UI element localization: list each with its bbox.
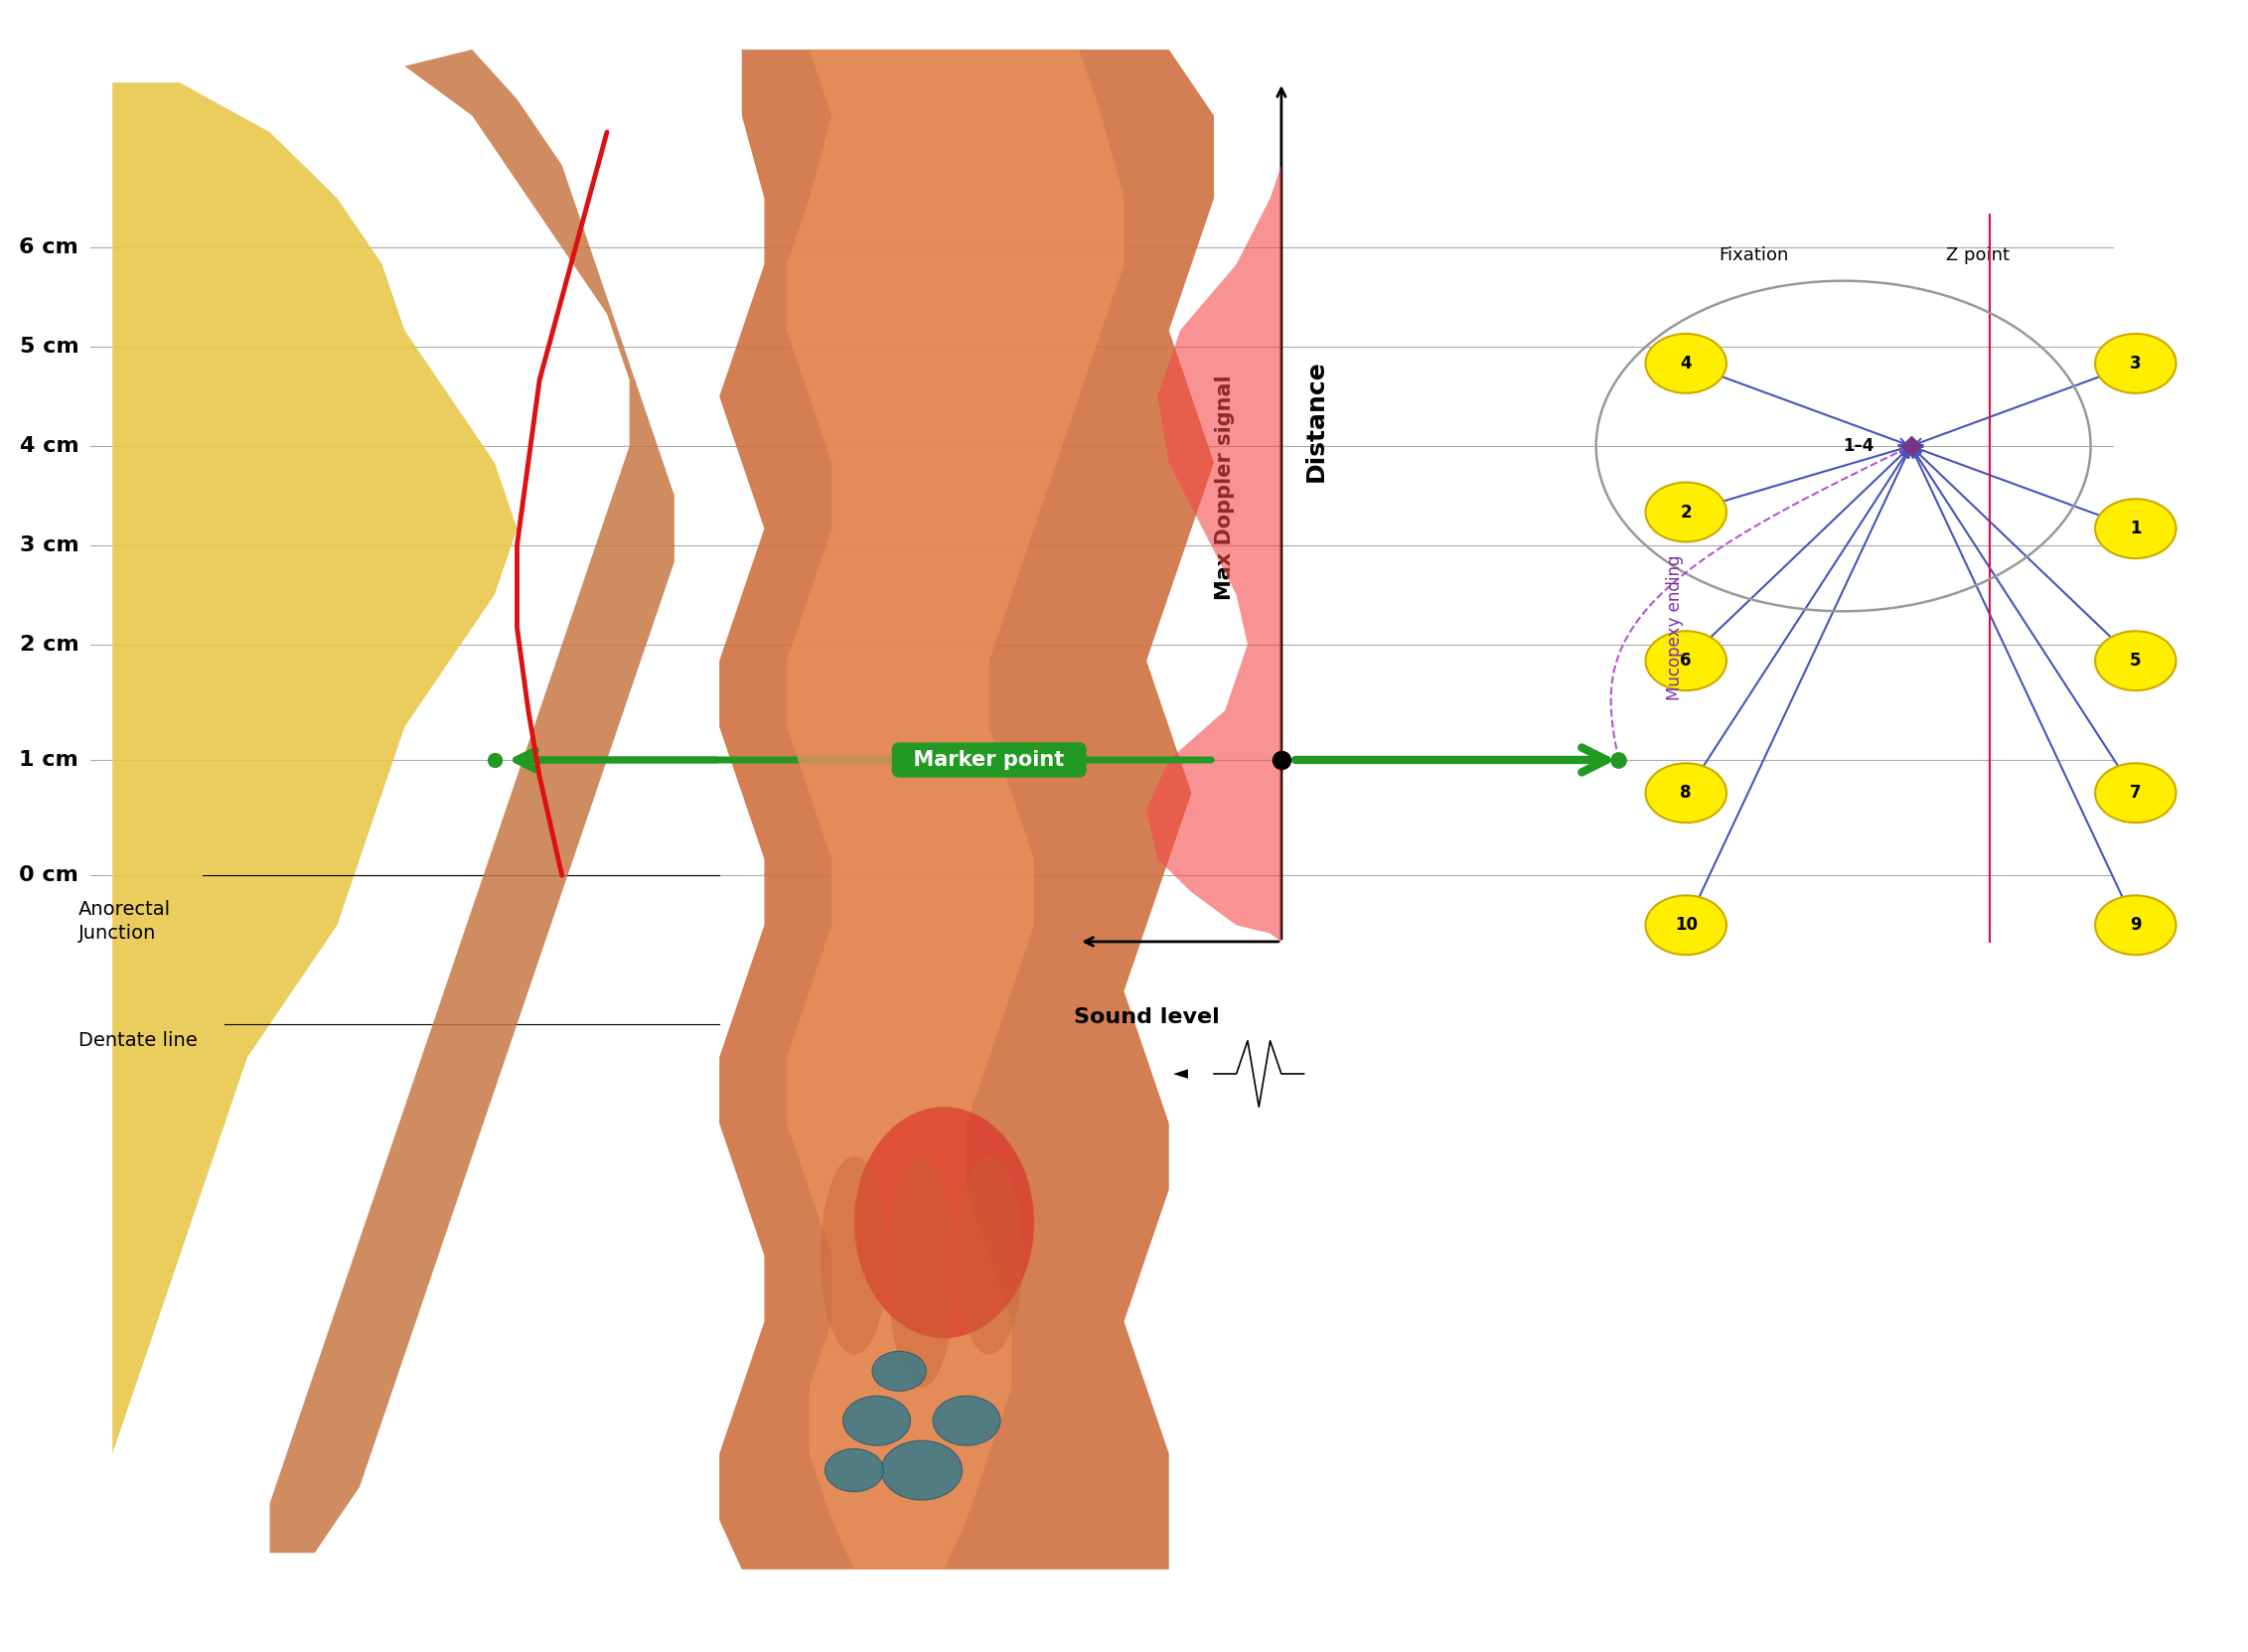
Ellipse shape — [955, 1156, 1023, 1355]
Text: Z point: Z point — [1947, 246, 2010, 264]
Polygon shape — [787, 50, 1124, 1569]
Text: Distance: Distance — [1304, 360, 1329, 482]
Text: 0 cm: 0 cm — [20, 866, 79, 885]
Text: 2 cm: 2 cm — [20, 634, 79, 654]
Text: 1: 1 — [2129, 520, 2142, 537]
Text: Mucopexy ending: Mucopexy ending — [1666, 555, 1684, 700]
Circle shape — [843, 1396, 910, 1446]
Ellipse shape — [888, 1156, 955, 1388]
Polygon shape — [1146, 165, 1281, 942]
Text: 8: 8 — [1679, 785, 1693, 801]
Circle shape — [2095, 334, 2176, 393]
Text: 10: 10 — [1675, 917, 1697, 933]
Polygon shape — [719, 50, 1214, 1569]
Text: 3: 3 — [2129, 355, 2142, 372]
Text: Marker point: Marker point — [899, 750, 1079, 770]
Text: Dentate line: Dentate line — [79, 1031, 198, 1051]
Circle shape — [2095, 895, 2176, 955]
Text: ◄: ◄ — [1173, 1064, 1187, 1084]
Circle shape — [2095, 499, 2176, 558]
Text: Fixation: Fixation — [1717, 246, 1789, 264]
Circle shape — [1646, 334, 1726, 393]
Text: 4 cm: 4 cm — [20, 436, 79, 456]
Circle shape — [1646, 482, 1726, 542]
Text: 6 cm: 6 cm — [20, 238, 79, 258]
Circle shape — [2095, 763, 2176, 823]
Circle shape — [825, 1449, 883, 1492]
Ellipse shape — [821, 1156, 888, 1355]
Circle shape — [933, 1396, 1000, 1446]
Polygon shape — [1146, 165, 1281, 942]
Text: Anorectal
Junction: Anorectal Junction — [79, 900, 171, 943]
Text: Sound level: Sound level — [1075, 1008, 1218, 1028]
Text: 5 cm: 5 cm — [20, 337, 79, 357]
Text: 5: 5 — [2129, 653, 2142, 669]
Circle shape — [1646, 895, 1726, 955]
Polygon shape — [112, 83, 517, 1454]
Polygon shape — [270, 50, 674, 1553]
Text: 4: 4 — [1679, 355, 1693, 372]
Text: Max Doppler signal: Max Doppler signal — [1216, 375, 1234, 600]
Text: 7: 7 — [2129, 785, 2142, 801]
Ellipse shape — [854, 1107, 1034, 1338]
Text: 2: 2 — [1679, 504, 1693, 520]
Circle shape — [1646, 763, 1726, 823]
Circle shape — [2095, 631, 2176, 691]
Circle shape — [872, 1351, 926, 1391]
Circle shape — [881, 1441, 962, 1500]
Text: 1–4: 1–4 — [1843, 438, 1875, 454]
Circle shape — [1646, 631, 1726, 691]
Text: 9: 9 — [2129, 917, 2142, 933]
Text: 1 cm: 1 cm — [20, 750, 79, 770]
Text: 6: 6 — [1679, 653, 1693, 669]
Text: 3 cm: 3 cm — [20, 535, 79, 555]
